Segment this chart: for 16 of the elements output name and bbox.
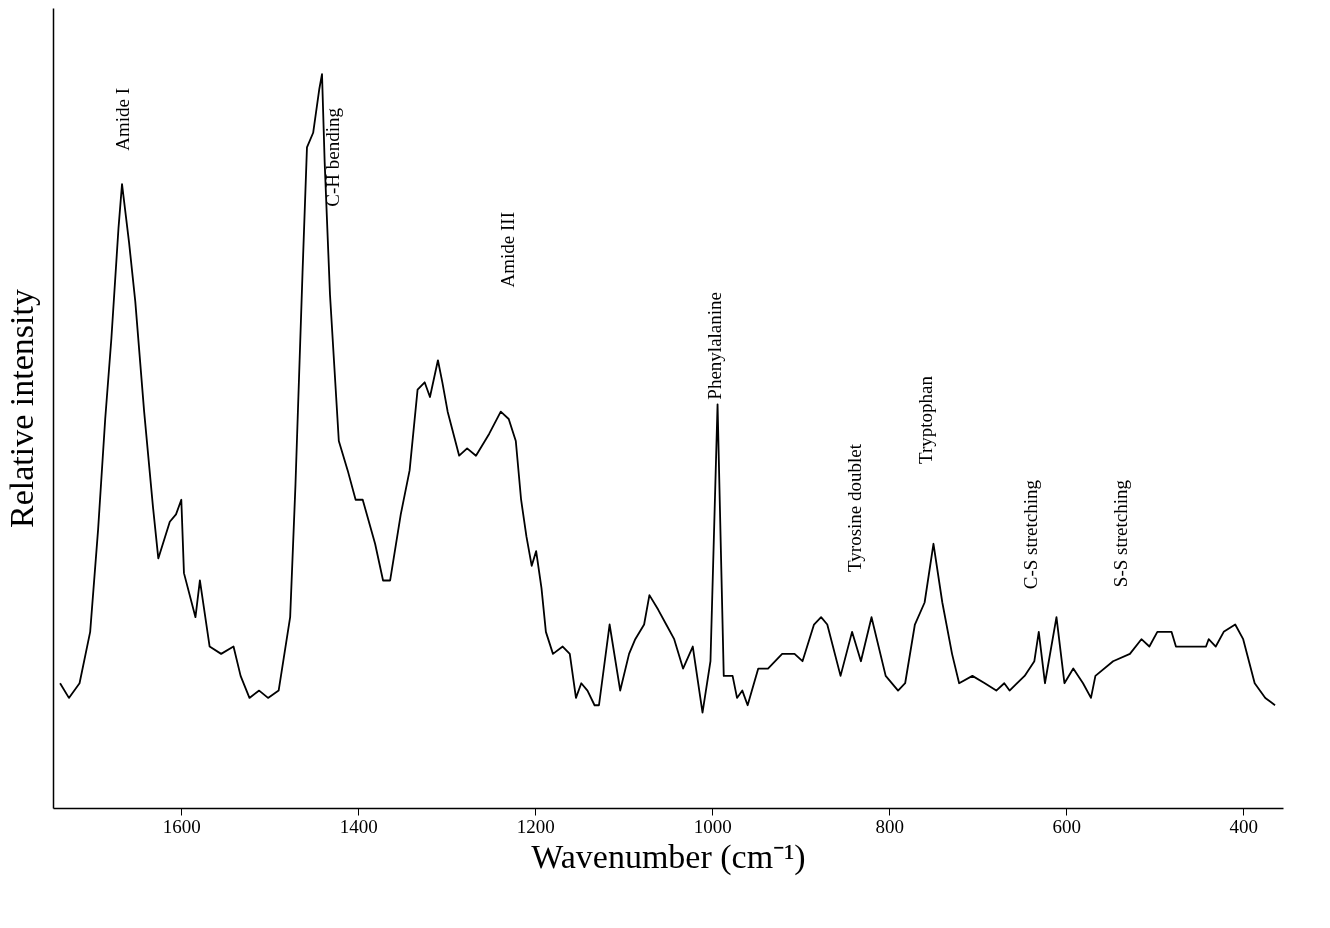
x-tick-label: 1400: [339, 815, 378, 837]
x-tick-label: 1200: [516, 815, 555, 837]
annotation: Phenylalanine: [703, 292, 725, 400]
x-tick-label: 1000: [693, 815, 732, 837]
annotation: Tyrosine doublet: [843, 443, 865, 572]
x-tick-label: 400: [1229, 815, 1258, 837]
annotation: C-S stretching: [1019, 479, 1041, 590]
annotation: Amide III: [497, 212, 519, 288]
x-tick-label: 800: [875, 815, 904, 837]
annotation: Tryptophan: [915, 375, 937, 464]
annotation: S-S stretching: [1109, 479, 1131, 588]
annotation: Amide I: [112, 88, 134, 151]
x-axis-title: Wavenumber (cm⁻¹): [531, 837, 806, 876]
y-axis-title: Relative intensity: [2, 289, 40, 528]
x-tick-label: 1600: [162, 815, 201, 837]
x-tick-label: 600: [1052, 815, 1081, 837]
